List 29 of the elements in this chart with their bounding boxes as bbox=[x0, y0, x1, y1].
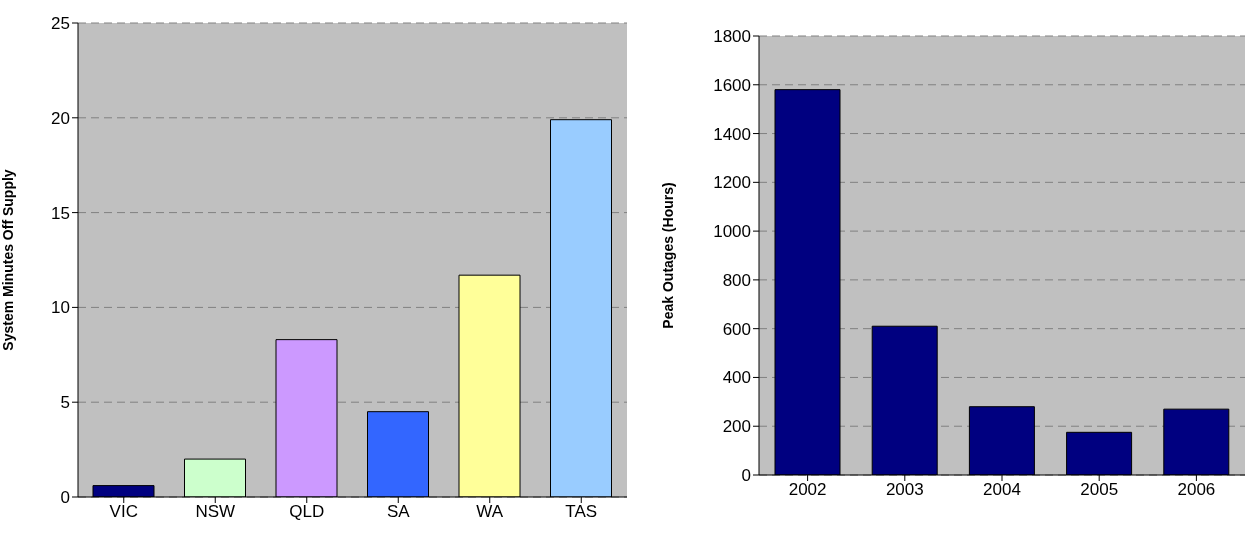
x-tick-label: 2002 bbox=[788, 480, 827, 500]
x-tick-label: 2005 bbox=[1080, 480, 1119, 500]
x-tick-label: 2003 bbox=[885, 480, 924, 500]
y-tick-label: 10 bbox=[51, 298, 70, 318]
y-tick-label: 0 bbox=[741, 466, 751, 486]
y-tick-label: 15 bbox=[51, 203, 70, 223]
y-tick-label: 1200 bbox=[713, 173, 751, 193]
y-tick-label: 800 bbox=[722, 270, 751, 290]
x-tick-label: NSW bbox=[195, 502, 236, 522]
y-tick-label: 200 bbox=[722, 417, 751, 437]
x-tick-label: VIC bbox=[109, 502, 138, 522]
y-tick-label: 600 bbox=[722, 319, 751, 339]
y-tick-label: 20 bbox=[51, 108, 70, 128]
y-tick-label: 25 bbox=[51, 14, 70, 34]
y-tick-label: 1600 bbox=[713, 75, 751, 95]
x-tick-label: TAS bbox=[565, 502, 598, 522]
x-tick-label: WA bbox=[476, 502, 504, 522]
y-tick-label: 5 bbox=[60, 393, 70, 413]
x-tick-label: QLD bbox=[289, 502, 325, 522]
y-tick-label: 1000 bbox=[713, 222, 751, 242]
x-tick-label: SA bbox=[386, 502, 411, 522]
y-axis-title: Peak Outages (Hours) bbox=[659, 182, 676, 329]
y-axis-title: System Minutes Off Supply bbox=[0, 169, 16, 351]
y-tick-label: 1400 bbox=[713, 124, 751, 144]
x-tick-label: 2004 bbox=[983, 480, 1021, 500]
y-tick-label: 1800 bbox=[713, 27, 751, 47]
y-tick-label: 0 bbox=[60, 488, 70, 508]
x-tick-label: 2006 bbox=[1177, 480, 1216, 500]
y-tick-label: 400 bbox=[722, 368, 751, 388]
